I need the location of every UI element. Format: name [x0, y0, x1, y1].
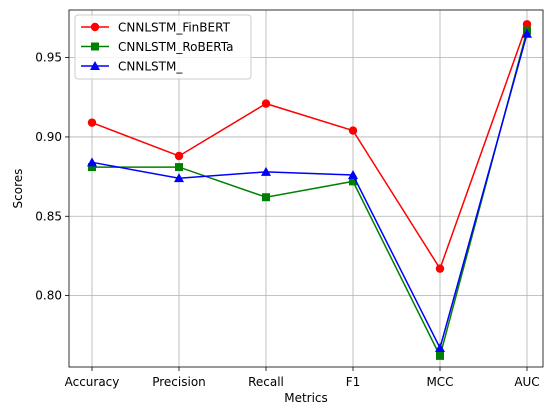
- data-point: [348, 170, 358, 180]
- legend-marker: [90, 61, 100, 70]
- y-tick-label: 0.85: [35, 209, 62, 223]
- legend-entry: CNNLSTM_RoBERTa: [81, 40, 233, 54]
- x-tick-label: AUC: [514, 375, 539, 389]
- data-point: [87, 157, 97, 167]
- legend-entry: CNNLSTM_: [81, 60, 183, 74]
- data-point: [522, 20, 532, 29]
- data-point: [348, 126, 358, 135]
- data-point: [174, 151, 184, 161]
- x-axis-label: Metrics: [284, 391, 328, 405]
- x-tick-label: MCC: [426, 375, 453, 389]
- y-tick-label: 0.95: [35, 51, 62, 65]
- y-tick-label: 0.80: [35, 289, 62, 303]
- x-tick-label: Accuracy: [65, 375, 120, 389]
- data-point: [436, 351, 444, 360]
- series-line: [91, 33, 528, 351]
- grid-lines: [69, 10, 543, 367]
- data-point: [261, 166, 271, 176]
- tick-layer: Accuracy Precision Recall F1 MCC AUC 0.80 0.85 0…: [35, 51, 539, 389]
- data-point: [87, 118, 97, 127]
- plot-frame: [68, 9, 544, 368]
- series-0: [87, 20, 532, 273]
- x-tick-label: F1: [346, 375, 361, 389]
- legend-label: CNNLSTM_RoBERTa: [118, 40, 233, 54]
- x-tick-label: Recall: [248, 375, 284, 389]
- data-point: [174, 173, 184, 183]
- legend-marker: [90, 22, 100, 32]
- data-point: [522, 28, 532, 38]
- series-line: [92, 30, 528, 359]
- data-point: [262, 193, 270, 202]
- legend-items: CNNLSTM_FinBERT CNNLSTM_RoBERTa CNNLSTM_: [81, 21, 233, 74]
- legend-label: CNNLSTM_: [118, 60, 183, 74]
- y-tick-label: 0.90: [35, 130, 62, 144]
- legend: CNNLSTM_FinBERT CNNLSTM_RoBERTa CNNLSTM_: [74, 14, 252, 80]
- data-point: [349, 177, 357, 186]
- data-point: [88, 163, 96, 172]
- data-point: [261, 99, 271, 108]
- series-layer: [87, 20, 532, 360]
- data-point: [435, 264, 445, 273]
- x-tick-label: Precision: [152, 375, 206, 389]
- legend-box: [74, 14, 252, 80]
- y-axis-label: Scores: [11, 169, 25, 209]
- series-2: [87, 28, 532, 352]
- legend-marker: [91, 42, 99, 51]
- data-point: [175, 163, 183, 172]
- legend-label: CNNLSTM_FinBERT: [118, 21, 231, 35]
- series-line: [91, 24, 528, 271]
- data-point: [435, 342, 445, 352]
- legend-entry: CNNLSTM_FinBERT: [81, 21, 231, 35]
